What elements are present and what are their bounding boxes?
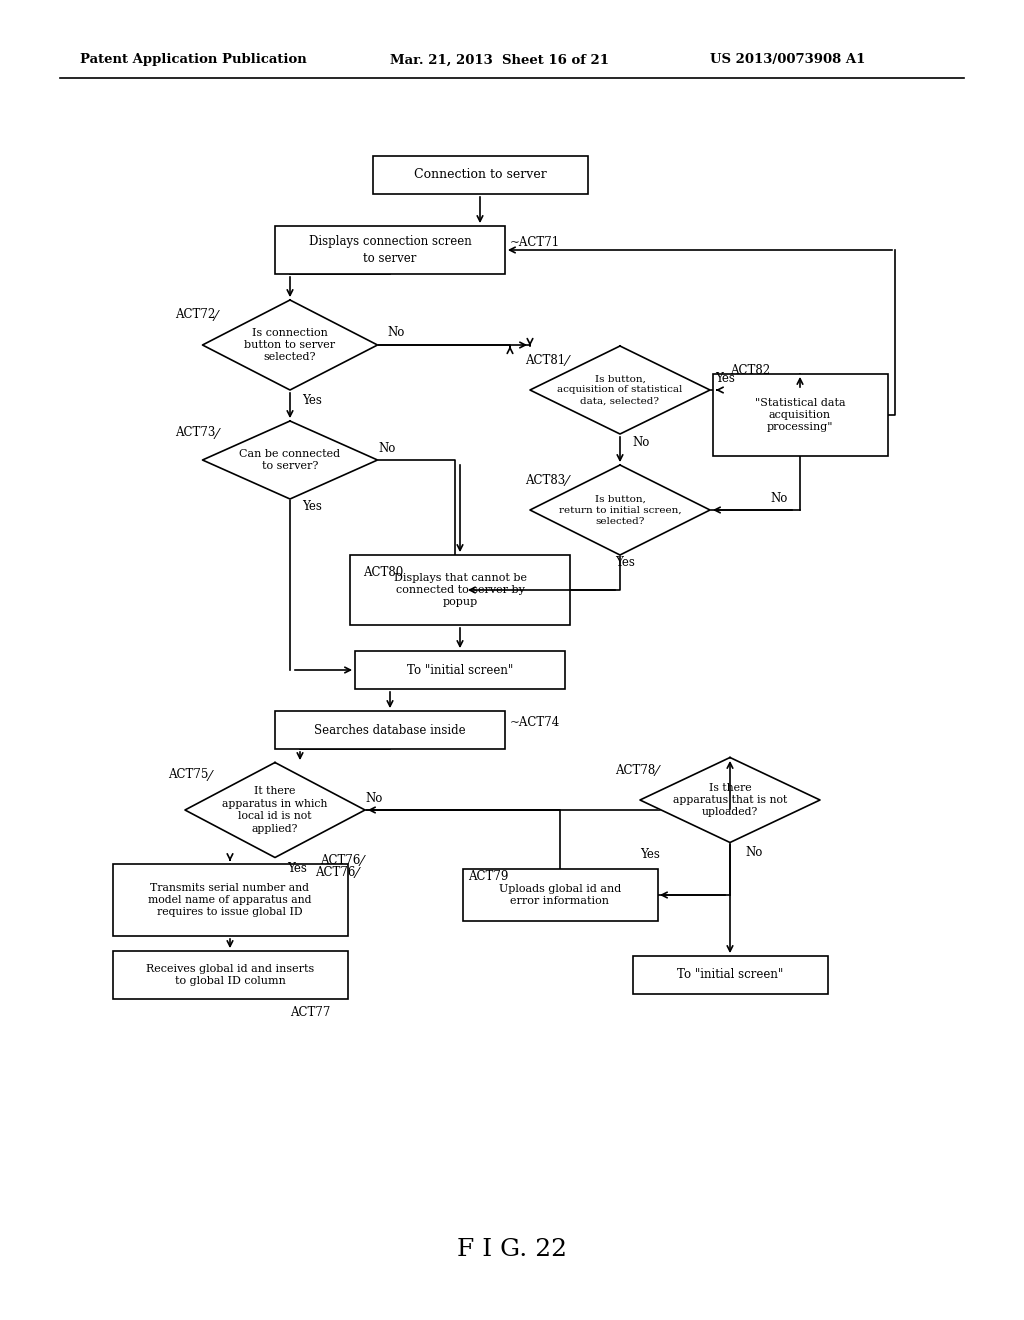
Text: US 2013/0073908 A1: US 2013/0073908 A1 xyxy=(710,54,865,66)
Text: ⁄: ⁄ xyxy=(656,766,658,779)
Text: ACT72: ACT72 xyxy=(175,309,215,322)
Text: ACT75: ACT75 xyxy=(168,768,208,781)
Text: ⁄: ⁄ xyxy=(356,867,358,880)
Polygon shape xyxy=(203,421,378,499)
Text: Mar. 21, 2013  Sheet 16 of 21: Mar. 21, 2013 Sheet 16 of 21 xyxy=(390,54,609,66)
Text: Connection to server: Connection to server xyxy=(414,169,547,181)
Text: Yes: Yes xyxy=(287,862,307,874)
Bar xyxy=(633,956,827,994)
Polygon shape xyxy=(185,763,365,858)
Text: ⁄: ⁄ xyxy=(361,855,364,869)
Text: No: No xyxy=(387,326,404,339)
Text: It there
apparatus in which
local id is not
applied?: It there apparatus in which local id is … xyxy=(222,787,328,834)
Text: Displays connection screen
to server: Displays connection screen to server xyxy=(308,235,471,264)
Text: To "initial screen": To "initial screen" xyxy=(407,664,513,676)
Text: Is button,
acquisition of statistical
data, selected?: Is button, acquisition of statistical da… xyxy=(557,375,683,405)
Text: Is button,
return to initial screen,
selected?: Is button, return to initial screen, sel… xyxy=(559,495,681,525)
Text: Yes: Yes xyxy=(615,557,635,569)
Text: Can be connected
to server?: Can be connected to server? xyxy=(240,449,341,471)
Text: Uploads global id and
error information: Uploads global id and error information xyxy=(499,884,622,907)
Bar xyxy=(463,869,657,921)
Text: No: No xyxy=(378,441,395,454)
Text: ⁄: ⁄ xyxy=(566,475,568,488)
Text: Yes: Yes xyxy=(302,500,322,513)
Text: ACT77: ACT77 xyxy=(290,1006,331,1019)
Text: ~ACT74: ~ACT74 xyxy=(510,715,560,729)
Text: ACT83: ACT83 xyxy=(525,474,565,487)
Text: F I G. 22: F I G. 22 xyxy=(457,1238,567,1262)
Bar xyxy=(355,651,565,689)
Text: No: No xyxy=(770,491,787,504)
Text: ⁄: ⁄ xyxy=(216,428,218,442)
Polygon shape xyxy=(530,465,710,554)
Text: Transmits serial number and
model name of apparatus and
requires to issue global: Transmits serial number and model name o… xyxy=(148,883,311,917)
Text: ⁄: ⁄ xyxy=(566,355,568,370)
Text: ACT81: ACT81 xyxy=(525,354,565,367)
Bar xyxy=(113,950,347,999)
Text: ~ACT71: ~ACT71 xyxy=(510,235,560,248)
Text: ACT78: ACT78 xyxy=(615,763,655,776)
Bar xyxy=(113,865,347,936)
Text: "Statistical data
acquisition
processing": "Statistical data acquisition processing… xyxy=(755,397,846,433)
Text: Yes: Yes xyxy=(302,393,322,407)
Bar xyxy=(713,374,888,455)
Text: No: No xyxy=(365,792,382,804)
Text: Is connection
button to server
selected?: Is connection button to server selected? xyxy=(245,327,336,363)
Text: Yes: Yes xyxy=(715,371,735,384)
Polygon shape xyxy=(640,758,820,842)
Bar xyxy=(275,226,505,275)
Text: ACT76: ACT76 xyxy=(319,854,360,866)
Bar xyxy=(275,711,505,748)
Text: ACT73: ACT73 xyxy=(175,426,215,440)
Text: ACT82: ACT82 xyxy=(730,363,770,376)
Text: To "initial screen": To "initial screen" xyxy=(677,969,783,982)
Polygon shape xyxy=(203,300,378,389)
Text: ⁄: ⁄ xyxy=(215,310,217,323)
Polygon shape xyxy=(530,346,710,434)
Text: Displays that cannot be
connected to server by
popup: Displays that cannot be connected to ser… xyxy=(393,573,526,607)
Text: No: No xyxy=(745,846,763,859)
Text: Searches database inside: Searches database inside xyxy=(314,723,466,737)
Text: No: No xyxy=(632,436,649,449)
Text: Yes: Yes xyxy=(640,849,659,862)
Text: Patent Application Publication: Patent Application Publication xyxy=(80,54,307,66)
Bar xyxy=(373,156,588,194)
Text: ⁄: ⁄ xyxy=(209,770,211,784)
Text: Receives global id and inserts
to global ID column: Receives global id and inserts to global… xyxy=(145,964,314,986)
Text: ACT80: ACT80 xyxy=(362,565,403,578)
Bar xyxy=(350,554,570,624)
Text: ACT76: ACT76 xyxy=(315,866,355,879)
Text: ACT79: ACT79 xyxy=(468,870,508,883)
Text: Is there
apparatus that is not
uploaded?: Is there apparatus that is not uploaded? xyxy=(673,783,787,817)
